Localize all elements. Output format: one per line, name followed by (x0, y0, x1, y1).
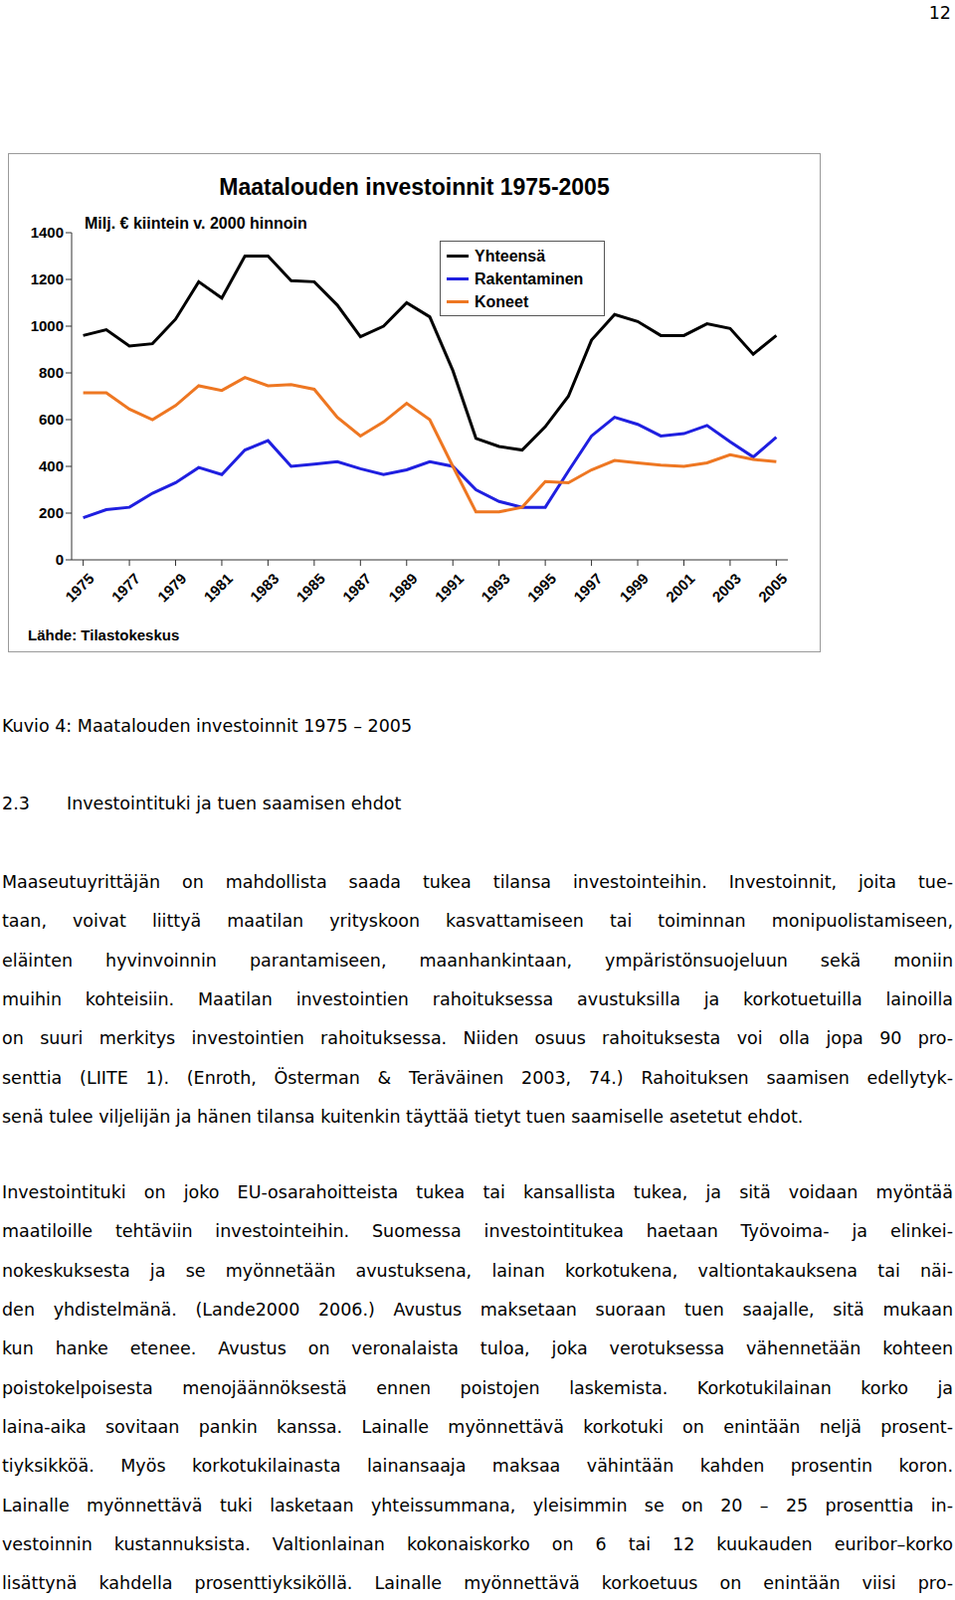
svg-text:200: 200 (38, 504, 64, 522)
svg-text:400: 400 (38, 457, 64, 475)
html-text:Yhteensä: Yhteensä (474, 247, 546, 265)
html-text:Maatalouden investoinnit 1975-: Maatalouden investoinnit 1975-2005 (219, 174, 610, 200)
html-text:Lähde: Tilastokeskus: Lähde: Tilastokeskus (27, 626, 180, 644)
html-text:on suuri merkitys investointie: on suuri merkitys investointien rahoituk… (1, 1028, 954, 1049)
svg-text:2001: 2001 (662, 570, 699, 606)
html-text:Koneet: Koneet (474, 292, 529, 310)
html-text:den yhdistelmänä. (Lande2000 2: den yhdistelmänä. (Lande2000 2006.) Avus… (1, 1300, 954, 1321)
html-text:Lainalle myönnettävä tuki lask: Lainalle myönnettävä tuki lasketaan yhte… (1, 1495, 954, 1516)
html-text:Milj. € kiintein v. 2000 hinno: Milj. € kiintein v. 2000 hinnoin (84, 214, 308, 232)
svg-text:1999: 1999 (615, 570, 652, 606)
svg-text:2003: 2003 (708, 570, 745, 606)
html-text:nokeskuksesta ja se myönnetään: nokeskuksesta ja se myönnetään avustukse… (1, 1261, 954, 1281)
html-text:muihin kohteisiin. Maatilan in: muihin kohteisiin. Maatilan investointie… (1, 989, 954, 1010)
html-text:Investointituki ja tuen saamis: Investointituki ja tuen saamisen ehdot (66, 793, 402, 814)
html-text:tiyksikköä. Myös korkotukilain: tiyksikköä. Myös korkotukilainasta laina… (1, 1456, 954, 1477)
svg-text:1200: 1200 (30, 270, 64, 288)
html-text:kun hanke etenee. Avustus on v: kun hanke etenee. Avustus on veronalaist… (1, 1339, 954, 1360)
svg-text:600: 600 (38, 410, 64, 428)
svg-text:1995: 1995 (524, 570, 561, 606)
html-text:poistokelpoisesta menojäännöks: poistokelpoisesta menojäännöksestä ennen… (1, 1378, 954, 1399)
svg-text:2005: 2005 (755, 570, 791, 606)
svg-text:1975: 1975 (61, 570, 98, 606)
html-text:laina-aika sovitaan pankin kan: laina-aika sovitaan pankin kanssa. Laina… (1, 1417, 954, 1438)
html-text:lisättynä kahdella prosenttiyk: lisättynä kahdella prosenttiyksiköllä. L… (1, 1574, 954, 1594)
html-text:vestoinnin kustannuksista. Val: vestoinnin kustannuksista. Valtionlainan… (1, 1534, 954, 1555)
html-text:Rakentaminen: Rakentaminen (474, 270, 584, 287)
svg-text:1991: 1991 (431, 570, 468, 606)
svg-text:1985: 1985 (292, 570, 329, 606)
html-text:maatiloille tehtäviin investoi: maatiloille tehtäviin investointeihin. S… (1, 1221, 954, 1242)
svg-text:1989: 1989 (384, 570, 421, 606)
html-text:Investointituki on joko EU-osa: Investointituki on joko EU-osarahoitteis… (1, 1182, 954, 1203)
svg-text:1997: 1997 (570, 570, 606, 606)
svg-text:0: 0 (55, 551, 64, 569)
svg-text:800: 800 (38, 364, 64, 382)
html-text:eläinten hyvinvoinnin parantam: eläinten hyvinvoinnin parantamiseen, maa… (1, 950, 954, 971)
html-text:2.3: 2.3 (1, 793, 30, 814)
svg-text:1000: 1000 (30, 317, 64, 335)
html-text:taan, voivat liittyä maatilan: taan, voivat liittyä maatilan yrityskoon… (1, 911, 954, 932)
svg-text:1400: 1400 (30, 223, 64, 241)
html-text:Maaseutuyrittäjän on mahdollis: Maaseutuyrittäjän on mahdollista saada t… (1, 872, 954, 893)
html-text:senttia (LIITE 1). (Enroth, Ös: senttia (LIITE 1). (Enroth, Österman & T… (1, 1068, 954, 1088)
svg-text:1979: 1979 (154, 570, 191, 606)
svg-text:1977: 1977 (107, 570, 144, 606)
svg-text:1983: 1983 (246, 570, 283, 606)
html-text:Kuvio 4: Maatalouden investoin: Kuvio 4: Maatalouden investoinnit 1975 –… (1, 716, 412, 737)
svg-text:1993: 1993 (477, 570, 514, 606)
html-text:12: 12 (928, 2, 952, 23)
svg-text:1981: 1981 (199, 570, 236, 606)
html-text:senä tulee viljelijän ja hänen: senä tulee viljelijän ja hänen tilansa k… (1, 1107, 804, 1128)
svg-text:1987: 1987 (339, 570, 376, 606)
